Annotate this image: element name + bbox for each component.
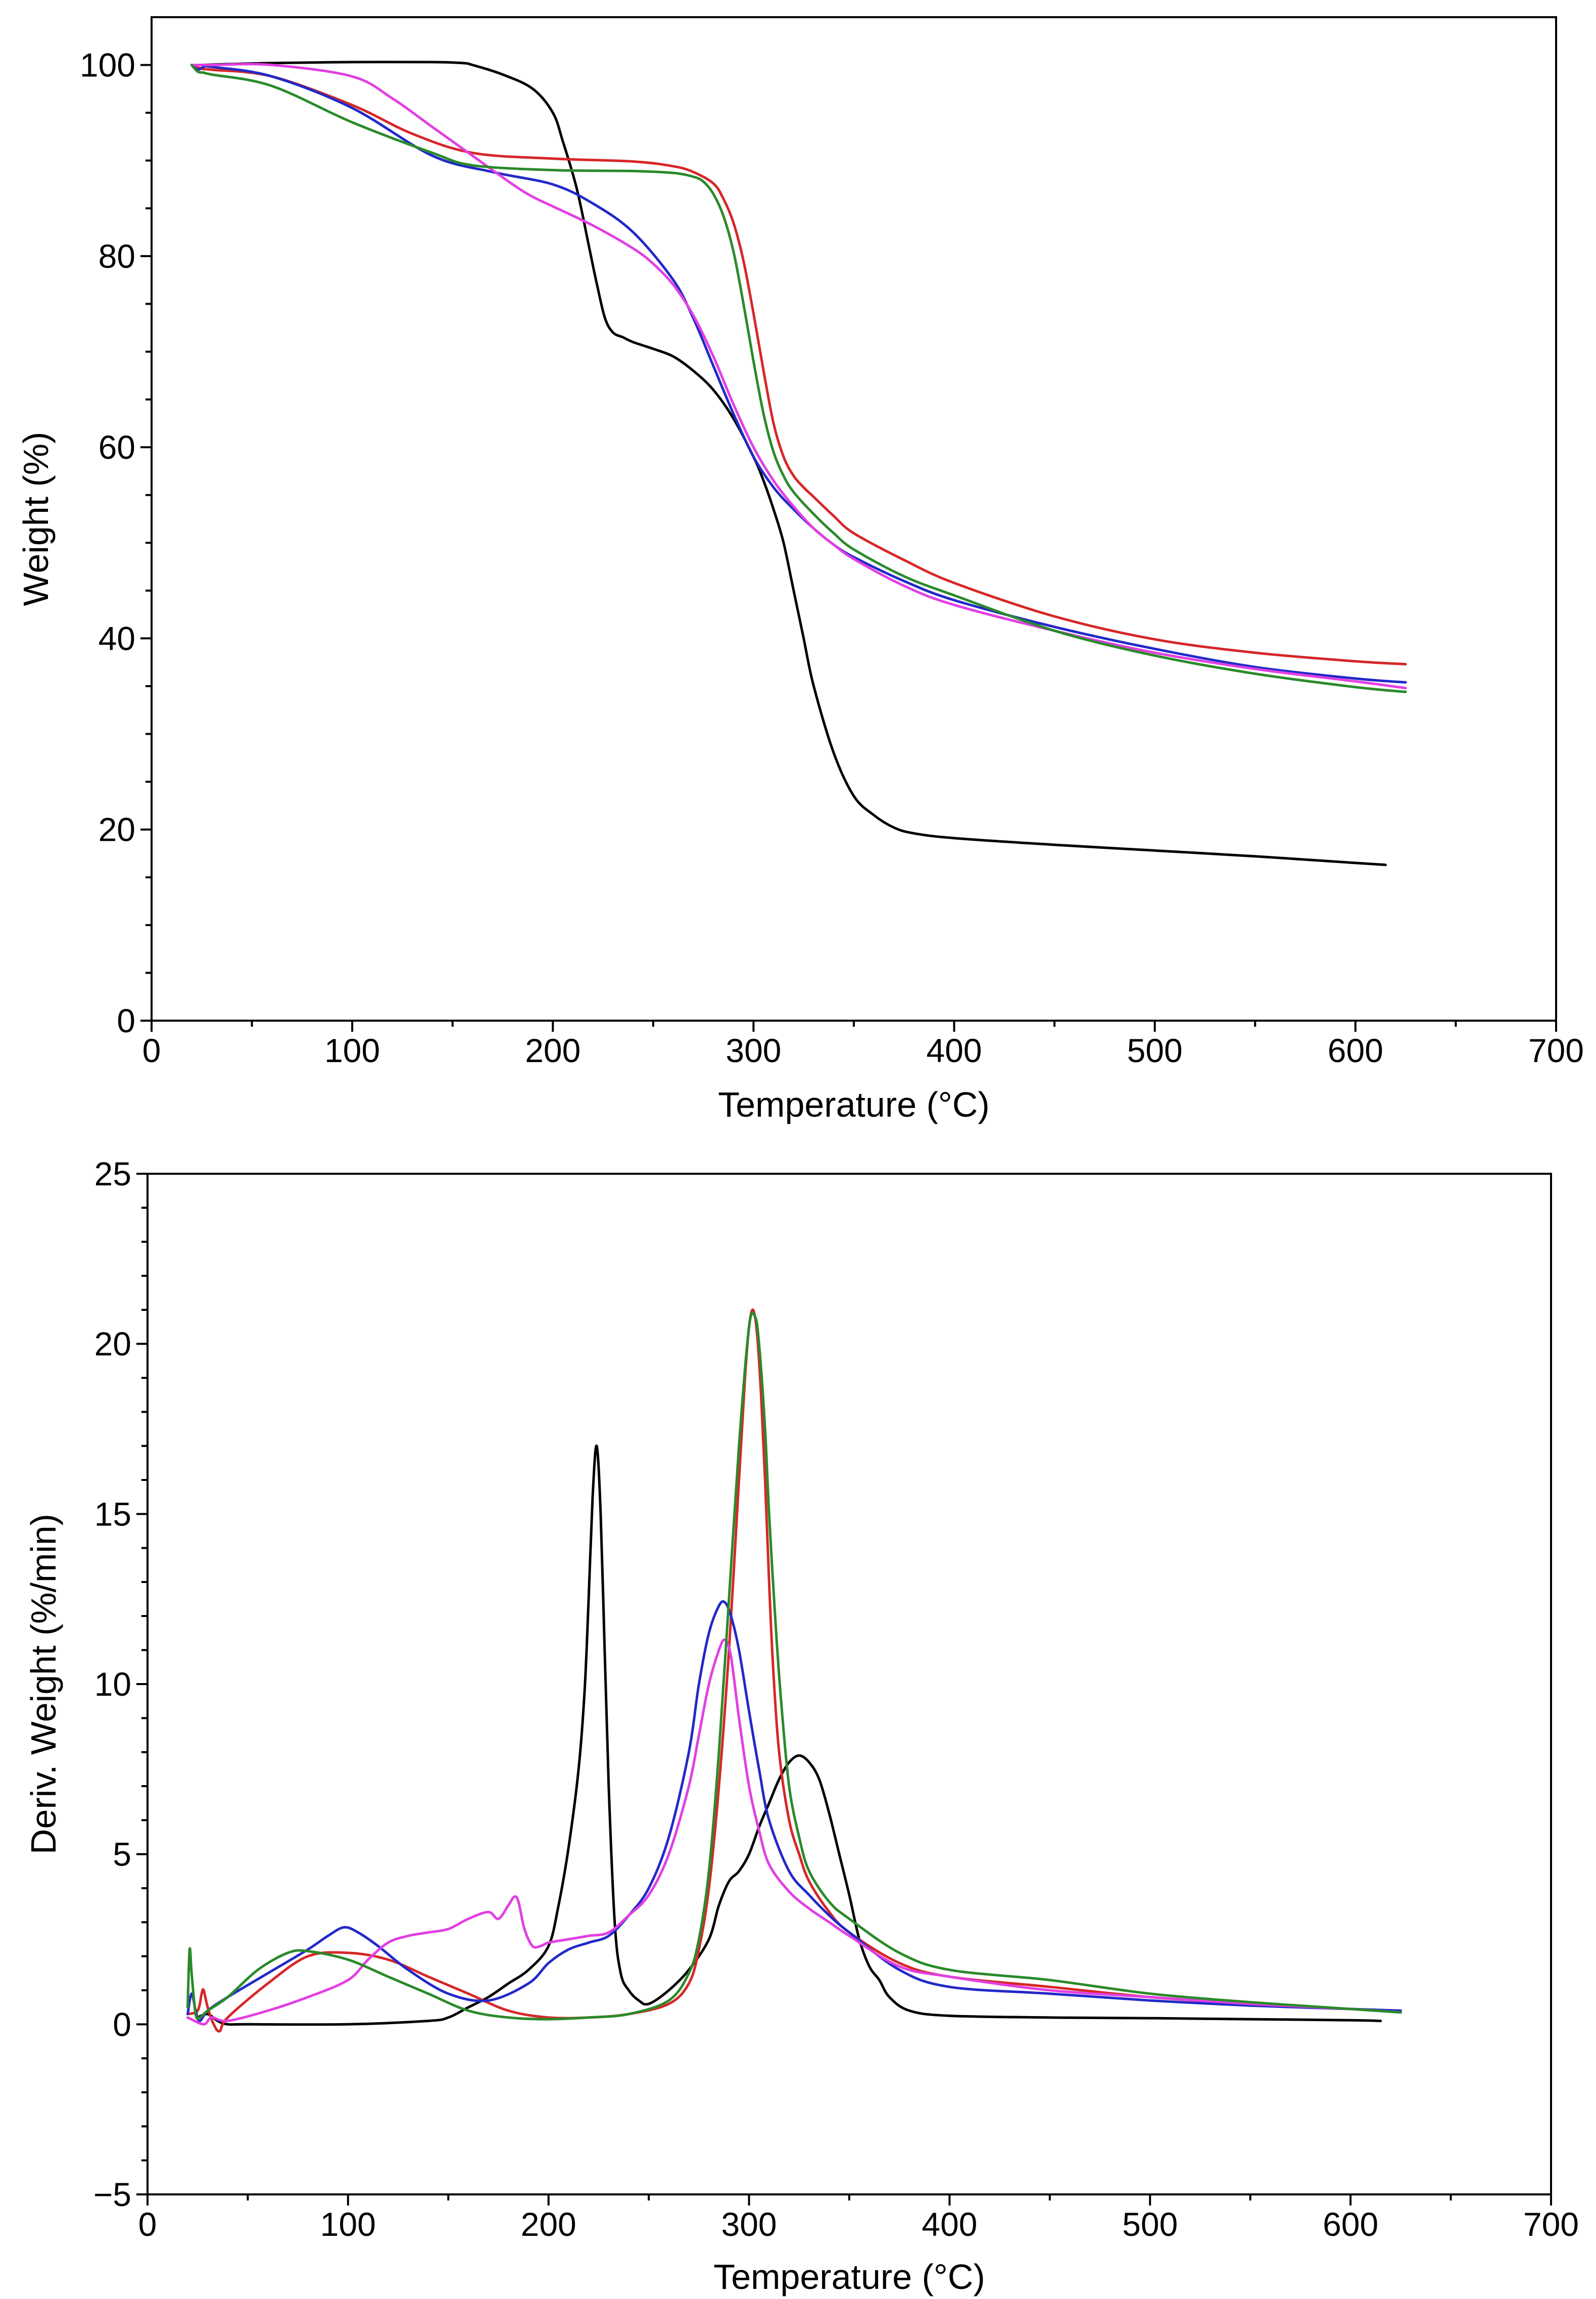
derivative-chart-series-line-3 [186,1600,1402,2023]
derivative-chart-x-tick-label: 0 [138,2206,157,2243]
weight-chart-y-tick-label: 80 [99,237,135,275]
weight-chart-series-line-2 [190,64,1407,665]
derivative-chart-y-tick-label: −5 [93,2176,131,2213]
weight-chart-x-tick-label: 500 [1127,1032,1183,1069]
derivative-chart-x-tick-label: 600 [1323,2206,1378,2243]
weight-chart-tick-labels: 0 100 200 300 400 500 600 700 0 20 40 60 80 100 [80,46,1584,1069]
derivative-chart-x-tick-label: 100 [320,2206,376,2243]
weight-chart-x-tick-label: 600 [1328,1032,1383,1069]
derivative-chart-x-axis-label: Temperature (°C) [713,2257,985,2296]
weight-chart-x-tick-label: 100 [324,1032,380,1069]
weight-chart-x-tick-label: 200 [525,1032,581,1069]
weight-chart-y-tick-label: 40 [99,619,135,657]
weight-chart-y-tick-label: 20 [99,811,135,848]
weight-chart-x-tick-label: 700 [1528,1032,1584,1069]
weight-chart-series-line-5 [190,64,1407,693]
derivative-chart-y-tick-label: 5 [113,1836,131,1873]
derivative-chart-series-line-4 [186,1638,1402,2026]
derivative-chart-y-tick-label: 10 [94,1665,131,1703]
weight-chart-series-line-3 [190,64,1407,684]
weight-chart: 0 100 200 300 400 500 600 700 0 20 40 60 80 100 Tempe… [16,16,1584,1124]
weight-chart-x-tick-label: 400 [927,1032,982,1069]
weight-chart-x-axis-label: Temperature (°C) [718,1085,990,1124]
weight-chart-x-tick-label: 0 [142,1032,161,1069]
derivative-chart-x-tick-label: 500 [1122,2206,1178,2243]
derivative-chart-y-tick-label: 0 [113,2005,131,2043]
weight-chart-series-line-1 [200,61,1387,867]
weight-chart-series-line-4 [190,63,1407,690]
weight-chart-x-tick-label: 300 [726,1032,781,1069]
derivative-chart-x-tick-label: 700 [1523,2206,1579,2243]
weight-chart-ticks [140,64,1557,1032]
derivative-chart-y-tick-label: 20 [94,1325,131,1363]
derivative-chart-x-tick-label: 200 [521,2206,576,2243]
derivative-chart-ticks [136,1173,1552,2206]
derivative-chart-y-tick-label: 15 [94,1495,131,1532]
weight-chart-y-tick-label: 60 [99,428,135,466]
weight-chart-y-tick-label: 100 [80,46,135,84]
derivative-chart-y-axis-label: Deriv. Weight (%/min) [24,1514,63,1854]
derivative-chart-series-line-5 [186,1311,1402,2021]
derivative-chart-y-tick-label: 25 [94,1155,131,1192]
derivative-chart-x-tick-label: 300 [721,2206,777,2243]
weight-chart-y-tick-label: 0 [117,1002,135,1039]
derivative-chart-frame [147,1173,1552,2195]
derivative-chart-series-line-1 [196,1445,1382,2026]
derivative-chart-x-tick-label: 400 [922,2206,977,2243]
weight-chart-frame [151,16,1557,1022]
weight-chart-series-layer [190,61,1407,867]
weight-chart-y-axis-label: Weight (%) [16,432,56,606]
derivative-chart-series-line-2 [186,1308,1402,2033]
derivative-chart-series-layer [186,1308,1402,2033]
